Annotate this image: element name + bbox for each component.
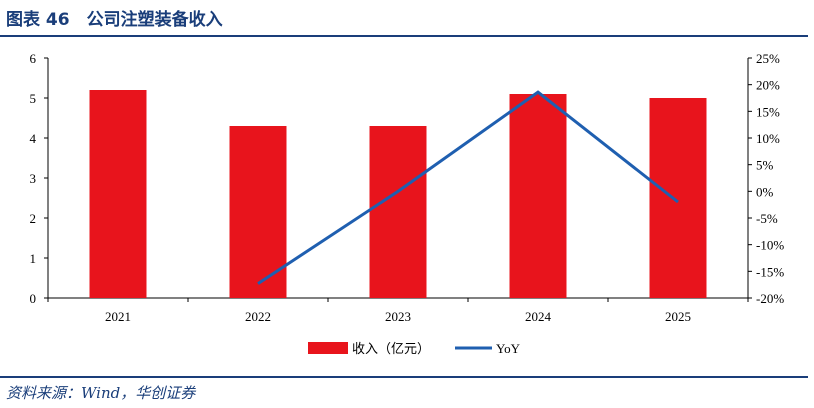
right-tick-label: 0% [756, 184, 774, 199]
right-tick-label: -15% [756, 264, 784, 279]
x-tick-label: 2021 [105, 309, 131, 324]
right-tick-label: 25% [756, 51, 780, 66]
chart-line [257, 90, 679, 285]
x-tick-label: 2022 [245, 309, 271, 324]
title-divider [0, 35, 808, 37]
x-tick-label: 2024 [525, 309, 552, 324]
bar-2023 [369, 126, 427, 298]
figure-title: 图表 46 公司注塑装备收入 [6, 10, 223, 30]
left-tick-label: 1 [30, 251, 37, 266]
right-tick-label: 20% [756, 78, 780, 93]
right-tick-label: -10% [756, 238, 784, 253]
left-tick-label: 6 [30, 51, 37, 66]
left-tick-label: 2 [30, 211, 37, 226]
left-tick-label: 4 [30, 131, 37, 146]
chart-legend: 收入（亿元） YoY [308, 341, 521, 356]
footer-divider [0, 376, 808, 378]
x-tick-label: 2023 [385, 309, 411, 324]
right-tick-label: -20% [756, 291, 784, 306]
left-tick-label: 3 [30, 171, 37, 186]
right-tick-label: -5% [756, 211, 778, 226]
right-tick-label: 15% [756, 104, 780, 119]
legend-label-yoy: YoY [496, 341, 521, 356]
bar-2021 [89, 90, 147, 298]
chart-labels: 0 1 2 3 4 5 6 -20% -15% -10% -5% 0% 5% 10% 15% 20% 25% 20… [30, 51, 785, 324]
legend-label-revenue: 收入（亿元） [352, 341, 430, 356]
bar-2025 [649, 98, 707, 298]
source-note: 资料来源：Wind，华创证券 [6, 384, 196, 402]
yoy-line [257, 90, 679, 285]
right-tick-label: 10% [756, 131, 780, 146]
right-tick-label: 5% [756, 158, 774, 173]
bar-2024 [509, 94, 567, 298]
x-tick-label: 2025 [665, 309, 691, 324]
chart-bars [89, 90, 707, 298]
legend-swatch-revenue [308, 342, 348, 354]
chart-axes [44, 57, 752, 302]
left-tick-label: 0 [30, 291, 37, 306]
revenue-chart: 0 1 2 3 4 5 6 -20% -15% -10% -5% 0% 5% 10% 15% 20% 25% 20… [30, 51, 785, 356]
left-tick-label: 5 [30, 91, 37, 106]
figure-title-bar: 图表 46 公司注塑装备收入 [0, 0, 814, 36]
